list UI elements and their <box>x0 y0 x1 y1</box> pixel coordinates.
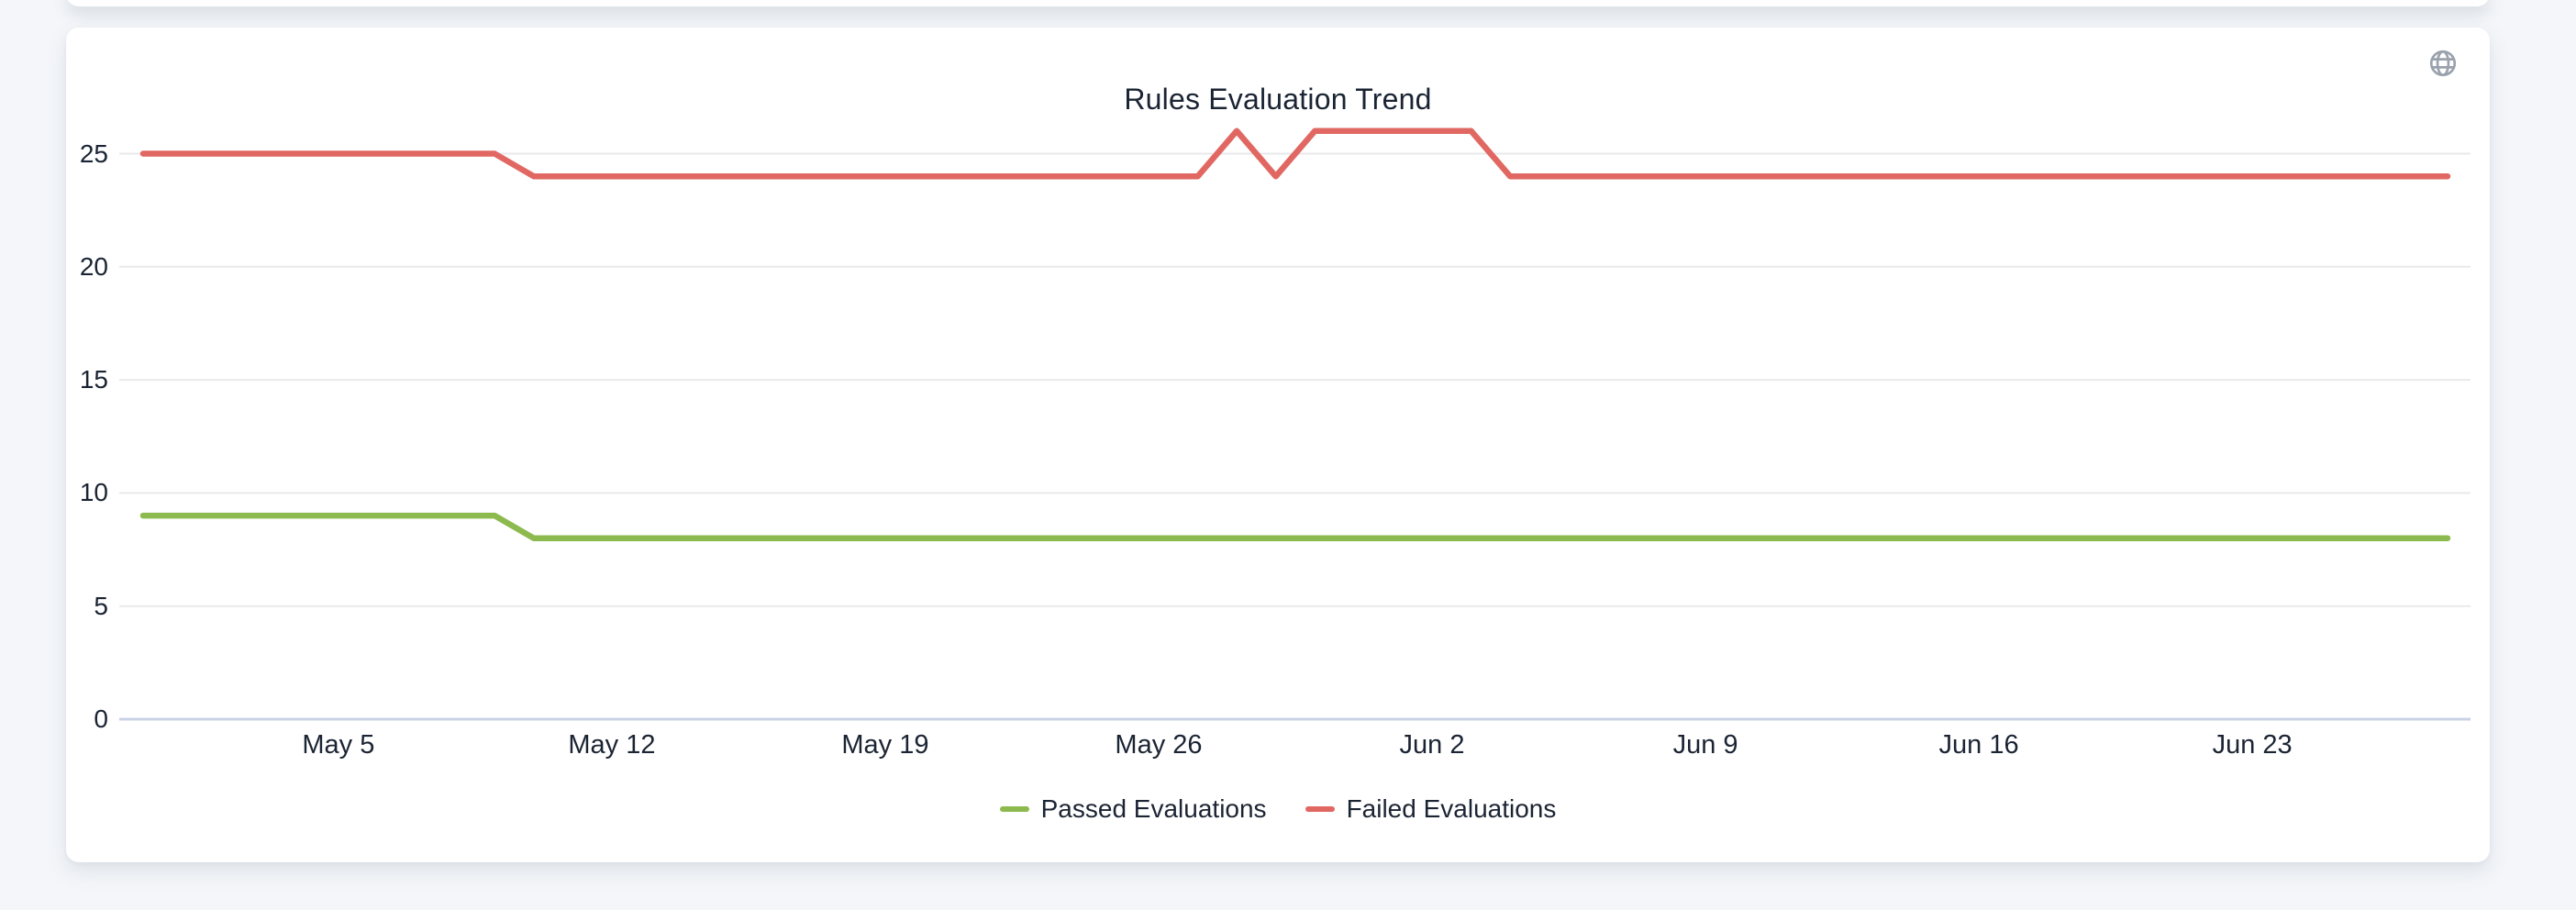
x-tick-label: May 12 <box>568 730 656 760</box>
y-tick-label: 25 <box>79 139 108 168</box>
y-tick-label: 0 <box>94 705 108 733</box>
chart-title: Rules Evaluation Trend <box>1124 83 1432 116</box>
legend-item-passed[interactable]: Passed Evaluations <box>999 794 1267 824</box>
y-tick-label: 5 <box>94 591 108 620</box>
y-tick-label: 10 <box>79 478 108 507</box>
x-tick-label: Jun 23 <box>2212 730 2293 760</box>
legend-dash-icon <box>999 806 1029 812</box>
y-tick-label: 20 <box>79 251 108 281</box>
chart-legend: Passed Evaluations Failed Evaluations <box>66 794 2490 824</box>
x-tick-label: May 5 <box>302 730 375 760</box>
x-tick-label: May 26 <box>1115 730 1203 760</box>
legend-label: Passed Evaluations <box>1040 794 1267 823</box>
x-tick-label: Jun 9 <box>1672 730 1738 760</box>
globe-icon[interactable] <box>2427 48 2459 79</box>
failed-evaluations-line <box>139 128 2451 180</box>
x-tick-label: Jun 16 <box>1938 730 2019 760</box>
chart-card: Rules Evaluation Trend 0 5 10 15 20 25 May 5 Ma… <box>66 28 2490 862</box>
legend-item-failed[interactable]: Failed Evaluations <box>1305 794 1557 824</box>
passed-evaluations-line <box>139 512 2451 541</box>
chart-canvas <box>119 128 2471 721</box>
x-tick-label: May 19 <box>841 730 929 760</box>
legend-label: Failed Evaluations <box>1346 794 1557 823</box>
y-tick-label: 15 <box>79 365 108 394</box>
previous-card-bottom-edge <box>66 0 2490 6</box>
line-chart: 0 5 10 15 20 25 May 5 May 12 May 19 May 26 Jun 2 Ju… <box>66 28 2490 862</box>
globe-icon-glyph <box>2429 50 2457 77</box>
legend-dash-icon <box>1305 806 1335 812</box>
x-tick-label: Jun 2 <box>1399 730 1465 760</box>
